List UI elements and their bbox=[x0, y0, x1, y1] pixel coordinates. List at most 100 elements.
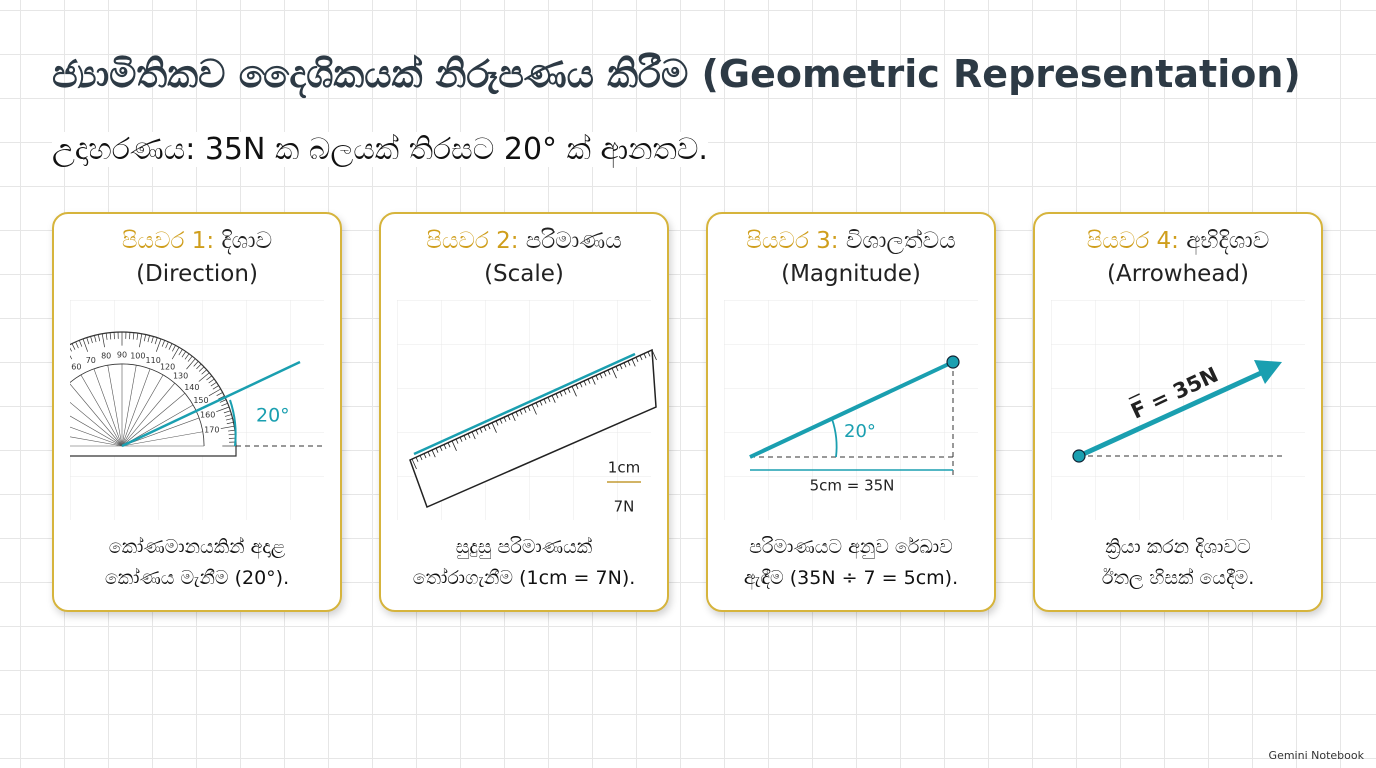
protractor-tick bbox=[228, 433, 236, 436]
protractor-tick bbox=[218, 395, 225, 400]
ruler bbox=[409, 348, 657, 509]
step-english: (Scale) bbox=[484, 261, 564, 287]
protractor-label: 140 bbox=[184, 383, 199, 392]
protractor-tick bbox=[221, 402, 228, 407]
step-number: පියවර 3: bbox=[746, 228, 839, 254]
ruler-tick bbox=[623, 362, 627, 368]
step-heading: පියවර 4: අභිදිශාව bbox=[1035, 228, 1321, 254]
protractor-tick bbox=[193, 361, 199, 367]
protractor-tick bbox=[155, 338, 162, 352]
step-caption: ඊතල හිසක් යෙදීම. bbox=[1101, 567, 1255, 589]
ruler-tick bbox=[611, 368, 617, 379]
vector-arrow-over-f bbox=[1128, 393, 1140, 400]
step-card: 1cm 7N පියවර 2: පරිමාණය (Scale) සුදුසු පරිමා… bbox=[379, 212, 669, 612]
ruler-edge bbox=[413, 352, 636, 456]
ruler-tick bbox=[539, 400, 543, 406]
protractor-ray bbox=[121, 374, 164, 447]
protractor-ray bbox=[80, 374, 123, 447]
protractor-label: 70 bbox=[86, 356, 96, 365]
protractor-tick bbox=[198, 372, 210, 382]
ruler-tick bbox=[563, 389, 567, 395]
step-heading: පියවර 2: පරිමාණය bbox=[381, 228, 667, 254]
ruler-tick bbox=[443, 444, 447, 450]
ruler-tick bbox=[515, 411, 519, 417]
ruler-tick bbox=[631, 358, 636, 367]
diagram: 20° 5cm = 35N bbox=[724, 300, 978, 520]
diagram: F = 35N bbox=[1051, 300, 1305, 520]
protractor-label: 80 bbox=[101, 352, 111, 361]
protractor-tick bbox=[228, 429, 235, 432]
protractor-label: 110 bbox=[146, 356, 161, 365]
ruler-tick bbox=[519, 409, 523, 415]
direction-line bbox=[121, 360, 301, 448]
protractor-inner-arc bbox=[70, 363, 205, 447]
ruler-tick bbox=[571, 386, 577, 397]
protractor-tick bbox=[196, 363, 202, 370]
protractor-tick bbox=[58, 351, 62, 357]
ruler-tick bbox=[567, 387, 571, 393]
protractor-label: 120 bbox=[160, 363, 175, 372]
ruler-tick bbox=[603, 371, 607, 377]
protractor-tick bbox=[71, 343, 76, 350]
footer: Gemini Notebook bbox=[1268, 749, 1364, 762]
ruler-tick bbox=[531, 404, 537, 415]
protractor-tick bbox=[105, 333, 108, 340]
ruler-tick bbox=[643, 353, 647, 359]
protractor-tick bbox=[55, 354, 59, 360]
angle-label: 20° bbox=[256, 405, 290, 427]
ruler-tick bbox=[639, 355, 643, 361]
step-name: විශාලත්වය bbox=[845, 228, 956, 254]
step-caption: ඇඳීම (35N ÷ 7 = 5cm). bbox=[743, 567, 959, 589]
protractor-tick bbox=[151, 336, 154, 344]
vector-line bbox=[1077, 370, 1263, 459]
protractor-tick bbox=[198, 366, 205, 372]
ruler-tick bbox=[471, 431, 476, 440]
protractor-tick bbox=[154, 337, 158, 345]
protractor-ray bbox=[121, 393, 186, 447]
ruler-tick bbox=[619, 364, 623, 370]
ruler-tick bbox=[419, 455, 423, 461]
protractor-ray bbox=[121, 365, 137, 447]
endpoint bbox=[946, 355, 960, 369]
angle-arc bbox=[831, 418, 838, 458]
step-name: පරිමාණය bbox=[525, 228, 622, 254]
ruler-tick bbox=[543, 398, 547, 404]
ruler-tick bbox=[559, 391, 563, 397]
title: ජ්‍යාමිතිකව දෛශිකයක් නිරූපණය කිරීම (Geom… bbox=[52, 52, 1301, 96]
ruler-tick bbox=[491, 422, 497, 433]
ruler-tick bbox=[607, 369, 611, 375]
protractor-tick bbox=[62, 349, 66, 355]
ruler-tick bbox=[411, 458, 417, 470]
step-heading: පියවර 1: දිශාව bbox=[54, 228, 340, 254]
protractor-tick bbox=[101, 333, 105, 348]
protractor-tick bbox=[219, 399, 227, 403]
protractor-tick bbox=[147, 335, 150, 343]
protractor-tick bbox=[161, 340, 166, 347]
diagram: 1020304050607080901001101201301401501601… bbox=[55, 300, 324, 520]
protractor-tick bbox=[216, 406, 230, 413]
ruler-tick bbox=[595, 375, 599, 381]
protractor-tick bbox=[136, 333, 139, 340]
protractor-tick bbox=[139, 333, 143, 348]
protractor-tick bbox=[165, 341, 169, 349]
length-label: 5cm = 35N bbox=[810, 477, 895, 495]
ruler-tick bbox=[555, 393, 559, 399]
ruler-tick bbox=[503, 417, 507, 422]
ruler-tick bbox=[427, 451, 431, 457]
protractor-tick bbox=[75, 341, 79, 349]
step-caption: තෝරාගැනීම (1cm = 7N). bbox=[412, 567, 636, 589]
ruler-tick bbox=[615, 366, 619, 372]
ruler-tick bbox=[467, 433, 471, 439]
vector-line bbox=[749, 360, 954, 459]
protractor-tick bbox=[86, 337, 90, 345]
scale-unit-label: 1cm bbox=[608, 459, 640, 477]
step-name: අභිදිශාව bbox=[1186, 228, 1270, 254]
protractor-tick bbox=[208, 378, 215, 384]
ruler-tick bbox=[651, 349, 657, 361]
step-english: (Direction) bbox=[136, 261, 258, 287]
protractor-tick bbox=[94, 335, 97, 343]
ruler-tick bbox=[487, 424, 491, 430]
step-number: පියවර 2: bbox=[426, 228, 519, 254]
ruler-tick bbox=[435, 447, 439, 453]
step-caption: පරිමාණයට අනුව රේඛාව bbox=[749, 536, 953, 558]
